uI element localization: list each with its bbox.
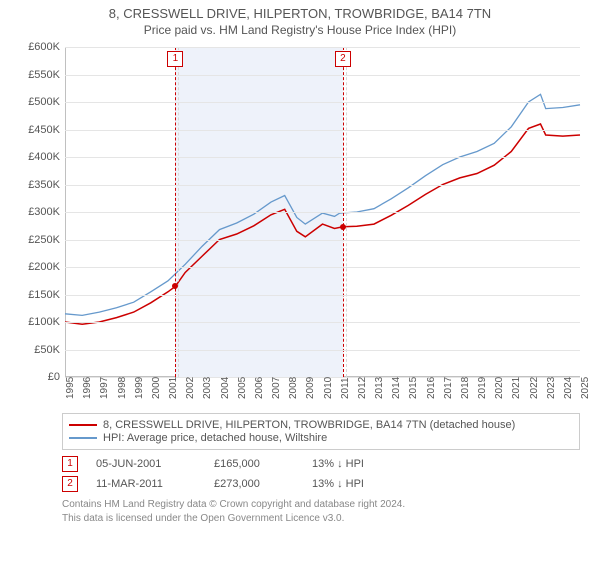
x-tick-label: 2004	[220, 377, 231, 399]
y-tick-label: £550K	[20, 69, 60, 81]
x-tick-label: 2013	[374, 377, 385, 399]
sale-marker-badge: 2	[335, 51, 351, 67]
y-tick-label: £300K	[20, 206, 60, 218]
x-tick-label: 2005	[237, 377, 248, 399]
footer-line: This data is licensed under the Open Gov…	[62, 512, 580, 526]
x-tick-label: 2021	[511, 377, 522, 399]
grid-line	[65, 322, 580, 323]
x-tick-label: 2007	[271, 377, 282, 399]
x-tick-label: 2008	[288, 377, 299, 399]
y-tick-label: £200K	[20, 261, 60, 273]
grid-line	[65, 212, 580, 213]
footer-attribution: Contains HM Land Registry data © Crown c…	[62, 498, 580, 525]
legend-item: 8, CRESSWELL DRIVE, HILPERTON, TROWBRIDG…	[69, 419, 573, 431]
grid-line	[65, 350, 580, 351]
legend-swatch	[69, 424, 97, 426]
sales-table: 1 05-JUN-2001 £165,000 13% ↓ HPI 2 11-MA…	[62, 456, 580, 492]
chart-subtitle: Price paid vs. HM Land Registry's House …	[0, 23, 600, 37]
x-tick-label: 2023	[546, 377, 557, 399]
y-tick-label: £500K	[20, 96, 60, 108]
legend: 8, CRESSWELL DRIVE, HILPERTON, TROWBRIDG…	[62, 413, 580, 450]
grid-line	[65, 267, 580, 268]
x-tick-label: 2020	[494, 377, 505, 399]
x-tick-label: 2006	[254, 377, 265, 399]
grid-line	[65, 130, 580, 131]
sale-date: 05-JUN-2001	[96, 458, 196, 470]
x-tick-label: 2011	[340, 377, 351, 399]
x-tick-label: 1999	[134, 377, 145, 399]
sale-price: £165,000	[214, 458, 294, 470]
sale-row: 1 05-JUN-2001 £165,000 13% ↓ HPI	[62, 456, 580, 472]
price-chart: £0 £50K £100K £150K £200K £250K £300K £350K £400…	[20, 47, 580, 407]
x-tick-label: 2010	[323, 377, 334, 399]
y-tick-label: £600K	[20, 41, 60, 53]
footer-line: Contains HM Land Registry data © Crown c…	[62, 498, 580, 512]
x-tick-label: 2016	[426, 377, 437, 399]
sale-diff: 13% ↓ HPI	[312, 458, 402, 470]
sale-diff: 13% ↓ HPI	[312, 478, 402, 490]
y-tick-label: £250K	[20, 234, 60, 246]
x-tick-label: 2009	[305, 377, 316, 399]
y-tick-label: £400K	[20, 151, 60, 163]
x-tick-label: 2015	[408, 377, 419, 399]
y-tick-label: £150K	[20, 289, 60, 301]
series-line	[65, 94, 580, 315]
y-tick-label: £0	[20, 371, 60, 383]
x-tick-label: 1998	[117, 377, 128, 399]
legend-swatch	[69, 437, 97, 439]
legend-item: HPI: Average price, detached house, Wilt…	[69, 432, 573, 444]
grid-line	[65, 157, 580, 158]
x-tick-label: 2019	[477, 377, 488, 399]
y-tick-label: £100K	[20, 316, 60, 328]
grid-line	[65, 185, 580, 186]
x-tick-label: 2022	[529, 377, 540, 399]
grid-line	[65, 102, 580, 103]
x-tick-label: 2017	[443, 377, 454, 399]
sale-price: £273,000	[214, 478, 294, 490]
x-tick-label: 1995	[65, 377, 76, 399]
sale-badge: 1	[62, 456, 78, 472]
y-tick-label: £50K	[20, 344, 60, 356]
x-tick-label: 2003	[202, 377, 213, 399]
sale-badge: 2	[62, 476, 78, 492]
grid-line	[65, 240, 580, 241]
x-tick-label: 2000	[151, 377, 162, 399]
y-tick-label: £350K	[20, 179, 60, 191]
grid-line	[65, 295, 580, 296]
x-tick-label: 2024	[563, 377, 574, 399]
grid-line	[65, 75, 580, 76]
sale-point-marker	[340, 224, 346, 230]
x-tick-label: 2012	[357, 377, 368, 399]
legend-label: HPI: Average price, detached house, Wilt…	[103, 432, 327, 444]
x-tick-label: 2002	[185, 377, 196, 399]
x-tick-label: 2014	[391, 377, 402, 399]
x-tick-label: 2001	[168, 377, 179, 399]
chart-title: 8, CRESSWELL DRIVE, HILPERTON, TROWBRIDG…	[0, 6, 600, 21]
sale-marker-badge: 1	[167, 51, 183, 67]
x-tick-label: 1996	[82, 377, 93, 399]
x-tick-label: 2025	[580, 377, 591, 399]
y-tick-label: £450K	[20, 124, 60, 136]
x-tick-label: 1997	[99, 377, 110, 399]
sale-date: 11-MAR-2011	[96, 478, 196, 490]
legend-label: 8, CRESSWELL DRIVE, HILPERTON, TROWBRIDG…	[103, 419, 515, 431]
x-tick-label: 2018	[460, 377, 471, 399]
sale-point-marker	[172, 283, 178, 289]
sale-row: 2 11-MAR-2011 £273,000 13% ↓ HPI	[62, 476, 580, 492]
grid-line	[65, 47, 580, 48]
